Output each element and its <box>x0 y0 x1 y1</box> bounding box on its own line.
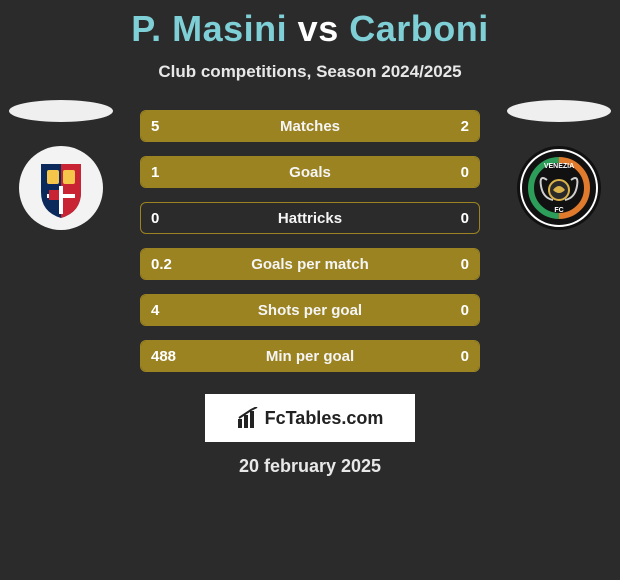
player2-silhouette <box>507 100 611 122</box>
stat-row: 00Hattricks <box>140 202 480 234</box>
player1-silhouette <box>9 100 113 122</box>
svg-text:FC: FC <box>554 207 563 214</box>
stat-label: Hattricks <box>141 203 479 233</box>
branding-text: FcTables.com <box>265 408 384 429</box>
stat-row: 0.20Goals per match <box>140 248 480 280</box>
stat-row: 40Shots per goal <box>140 294 480 326</box>
date-text: 20 february 2025 <box>0 456 620 477</box>
left-side <box>6 100 116 230</box>
player1-name: P. Masini <box>131 8 287 49</box>
genoa-crest-icon <box>19 146 103 230</box>
stat-label: Goals per match <box>141 249 479 279</box>
team1-crest <box>19 146 103 230</box>
stat-row: 4880Min per goal <box>140 340 480 372</box>
stat-label: Goals <box>141 157 479 187</box>
subtitle: Club competitions, Season 2024/2025 <box>0 62 620 82</box>
svg-text:VENEZIA: VENEZIA <box>544 163 574 170</box>
vs-text: vs <box>298 8 339 49</box>
fctables-logo-icon <box>237 407 259 429</box>
player2-name: Carboni <box>349 8 489 49</box>
stat-label: Matches <box>141 111 479 141</box>
stat-row: 10Goals <box>140 156 480 188</box>
main-area: VENEZIA FC 52Matches 10Goals 00Hattricks 0.… <box>0 110 620 477</box>
stat-label: Shots per goal <box>141 295 479 325</box>
right-side: VENEZIA FC <box>504 100 614 230</box>
branding-badge[interactable]: FcTables.com <box>205 394 415 442</box>
page-title: P. Masini vs Carboni <box>0 8 620 50</box>
root: P. Masini vs Carboni Club competitions, … <box>0 0 620 477</box>
stat-label: Min per goal <box>141 341 479 371</box>
venezia-crest-icon: VENEZIA FC <box>517 146 601 230</box>
stats-list: 52Matches 10Goals 00Hattricks 0.20Goals per… <box>140 110 480 372</box>
stat-row: 52Matches <box>140 110 480 142</box>
team2-crest: VENEZIA FC <box>517 146 601 230</box>
